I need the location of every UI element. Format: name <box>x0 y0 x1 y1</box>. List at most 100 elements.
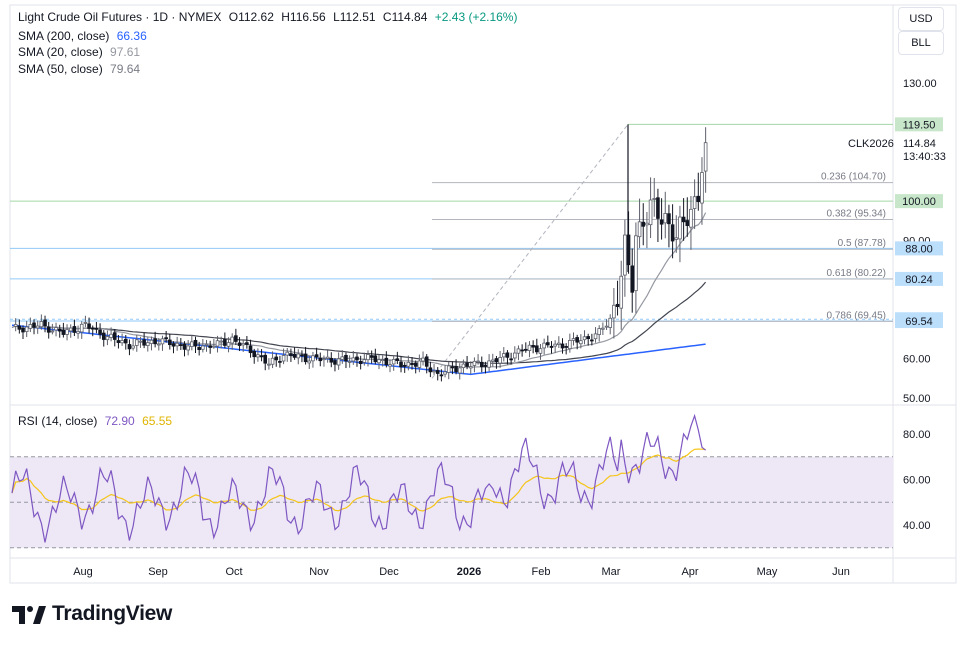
time-tick-9: May <box>757 566 778 578</box>
candle-body <box>219 340 223 343</box>
candle-body <box>612 304 616 319</box>
candle-body <box>373 355 378 363</box>
candle-body <box>538 348 543 354</box>
candle-body <box>586 336 590 340</box>
sma20-line <box>11 212 707 368</box>
rsi-tick-2: 40.00 <box>903 520 931 532</box>
time-tick-1: Sep <box>148 566 168 578</box>
candle-body <box>87 323 91 329</box>
candle-body <box>593 333 598 340</box>
sma50-legend[interactable]: SMA (50, close) 79.64 <box>18 62 140 76</box>
candle-body <box>490 359 495 362</box>
candle-body <box>311 355 315 362</box>
candle-body <box>641 221 646 227</box>
candle-body <box>700 172 704 204</box>
candle-body <box>413 362 418 367</box>
candle-body <box>112 332 117 340</box>
fib-label-0: 0.236 (104.70) <box>821 172 886 183</box>
candle-body <box>208 345 212 348</box>
candle-body <box>615 303 620 307</box>
candle-body <box>435 370 440 374</box>
candle-body <box>215 340 220 347</box>
candle-body <box>263 354 268 364</box>
candle-body <box>656 197 660 219</box>
level-tag-0: 119.50 <box>903 119 936 131</box>
candle-body <box>362 359 367 363</box>
candle-body <box>289 353 293 357</box>
sma20-legend[interactable]: SMA (20, close) 97.61 <box>18 45 140 59</box>
candle-body <box>399 361 403 368</box>
time-tick-7: Mar <box>602 566 621 578</box>
chart-canvas[interactable]: 0.236 (104.70) 0.382 (95.34) 0.5 (87.78) 0.… <box>0 0 966 590</box>
candle-body <box>197 347 201 351</box>
candle-body <box>333 360 337 365</box>
sma50-label: SMA (50, close) <box>18 62 103 76</box>
candle-body <box>101 332 106 340</box>
candle-body <box>123 338 128 344</box>
candle-body <box>689 208 693 228</box>
price-tick-3: 50.00 <box>903 393 931 405</box>
candle-body <box>604 325 609 328</box>
candle-body <box>505 352 510 358</box>
candle-body <box>164 337 168 340</box>
candle-body <box>571 338 576 341</box>
candle-body <box>226 342 231 347</box>
rsi-legend[interactable]: RSI (14, close) 72.90 65.55 <box>18 414 172 428</box>
candle-body <box>79 323 84 333</box>
sma50-line <box>11 281 707 364</box>
candle-body <box>43 319 47 327</box>
candle-body <box>524 348 528 351</box>
candle-body <box>560 343 565 349</box>
candle-body <box>557 342 561 345</box>
candle-body <box>274 356 279 361</box>
ohlc-open: O112.62 <box>228 10 274 24</box>
fibonacci-retracement[interactable]: 0.236 (104.70) 0.382 (95.34) 0.5 (87.78) 0.… <box>431 124 893 379</box>
rsi-tick-0: 80.00 <box>903 429 931 441</box>
currency-button[interactable]: USD <box>898 7 944 31</box>
candle-body <box>468 366 473 369</box>
sma200-label: SMA (200, close) <box>18 29 110 43</box>
candle-body <box>512 352 517 359</box>
candle-body <box>406 361 411 367</box>
fib-label-4: 0.786 (69.45) <box>827 310 887 321</box>
ticker-symbol: CLK2026 <box>848 138 894 150</box>
candle-body <box>678 216 682 240</box>
candle-body <box>109 333 113 338</box>
candle-body <box>652 198 657 200</box>
candle-body <box>501 353 506 358</box>
chart-frame[interactable]: 0.236 (104.70) 0.382 (95.34) 0.5 (87.78) 0.… <box>0 0 966 590</box>
sma200-legend[interactable]: SMA (200, close) 66.36 <box>18 29 147 43</box>
candle-body <box>120 340 124 344</box>
time-tick-2: Oct <box>225 566 242 578</box>
candle-body <box>314 354 319 358</box>
unit-button[interactable]: BLL <box>898 31 944 55</box>
candle-body <box>168 339 172 346</box>
candle-body <box>582 336 587 341</box>
candle-body <box>105 336 110 341</box>
tradingview-logo[interactable]: TradingView <box>12 600 172 628</box>
candle-body <box>90 327 95 330</box>
time-tick-5: 2026 <box>457 566 481 578</box>
candle-body <box>344 354 348 362</box>
candle-body <box>230 336 235 344</box>
symbol-title[interactable]: Light Crude Oil Futures · 1D · NYMEX <box>18 10 222 24</box>
candle-body <box>94 327 99 330</box>
candle-body <box>156 343 161 346</box>
candle-body <box>402 364 407 367</box>
level-tag-bg-1 <box>895 194 943 209</box>
rsi-ma-value: 65.55 <box>142 414 173 428</box>
candle-body <box>369 355 374 358</box>
candle-body <box>245 342 249 345</box>
candle-body <box>568 340 572 350</box>
candle-body <box>134 339 139 346</box>
candle-body <box>237 342 242 346</box>
candle-body <box>479 361 484 368</box>
candle-body <box>553 343 557 347</box>
bar-countdown: 13:40:33 <box>903 151 946 163</box>
candle-body <box>432 370 436 373</box>
candle-body <box>142 339 146 346</box>
sma20-label: SMA (20, close) <box>18 45 103 59</box>
rsi-pane <box>10 413 893 549</box>
candle-body <box>531 345 535 348</box>
candle-body <box>450 366 455 369</box>
